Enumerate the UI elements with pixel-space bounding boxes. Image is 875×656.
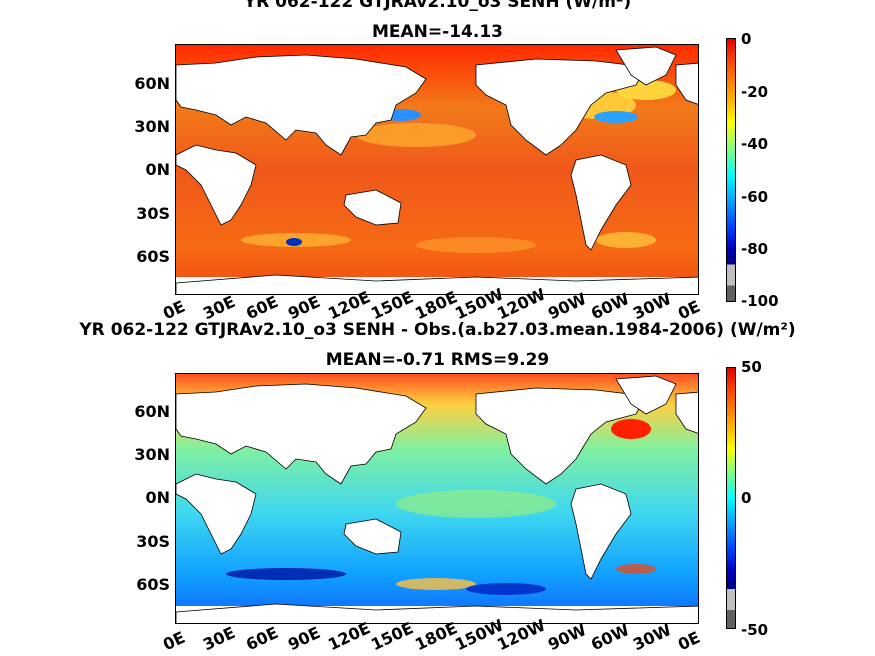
panel2-lat-label: 60S (136, 575, 170, 594)
panel2-lon-label: 60W (588, 620, 633, 655)
panel2-land-greenland (615, 375, 677, 415)
panel2-lat-label: 60N (134, 402, 170, 421)
panel1-land-eurasia (176, 54, 427, 156)
panel2-land-europe-east (675, 391, 698, 434)
panel1-land-antarctica (176, 274, 698, 294)
panel1-lat-label: 30S (136, 204, 170, 223)
panel2-land-africa (176, 473, 257, 555)
panel2-colorbar-tick: 0 (741, 489, 752, 507)
panel2-map (175, 373, 699, 624)
panel2-lon-label: 90W (545, 620, 590, 655)
panel2-colorbar-tick: 50 (741, 358, 762, 376)
panel2-colorbar (726, 367, 736, 629)
panel1-lat-label: 60N (134, 74, 170, 93)
panel2-land-north-america (475, 387, 647, 485)
panel1-title-line1: YR 062-122 GTJRAv2.10_o3 SENH (W/m²) (243, 0, 632, 12)
panel1-colorbar (726, 38, 736, 302)
panel2-lat-label: 0N (145, 488, 170, 507)
panel2-lon-label: 90E (285, 622, 324, 655)
panel1-land-africa (176, 144, 257, 226)
panel1-land-north-america (475, 58, 647, 156)
panel2-lon-label: 30W (630, 620, 675, 655)
panel2-map-svg (176, 374, 698, 623)
panel2-land-south-america (570, 483, 632, 580)
panel1-lon-label: 30E (200, 291, 239, 324)
panel2-lat-label: 30N (134, 445, 170, 464)
panel2-lon-label: 0E (160, 627, 189, 655)
panel1-lat-label: 0N (145, 160, 170, 179)
panel1-land-greenland (615, 46, 677, 86)
panel1-map (175, 44, 699, 295)
panel1-title-line2: MEAN=-14.13 (372, 22, 503, 42)
panel2-lon-label: 0E (675, 627, 704, 655)
panel2-land-australia (343, 518, 402, 555)
panel1-colorbar-tick: -60 (741, 188, 769, 206)
panel1-colorbar-tick: -20 (741, 83, 769, 101)
panel1-lat-label: 30N (134, 117, 170, 136)
panel1-lon-label: 90E (285, 291, 324, 324)
panel1-colorbar-tick: -100 (741, 292, 779, 310)
panel2-land-antarctica (176, 603, 698, 623)
panel1-land-south-america (570, 154, 632, 251)
panel1-colorbar-tick: 0 (741, 30, 752, 48)
panel1-colorbar-tick: -40 (741, 135, 769, 153)
panel2-lon-label: 60E (243, 622, 282, 655)
panel2-lon-label: 30E (200, 622, 239, 655)
panel2-lat-label: 30S (136, 532, 170, 551)
panel2-title-line1: YR 062-122 GTJRAv2.10_o3 SENH - Obs.(a.b… (79, 320, 796, 340)
panel1-land-europe-east (675, 62, 698, 105)
panel2-land-eurasia (176, 383, 427, 485)
panel1-colorbar-tick: -80 (741, 240, 769, 258)
panel1-map-svg (176, 45, 698, 294)
panel2-colorbar-tick: -50 (741, 621, 769, 639)
panel1-lon-label: 60E (243, 291, 282, 324)
panel1-lat-label: 60S (136, 247, 170, 266)
panel2-title-line2: MEAN=-0.71 RMS=9.29 (325, 350, 550, 370)
panel1-land-australia (343, 189, 402, 226)
